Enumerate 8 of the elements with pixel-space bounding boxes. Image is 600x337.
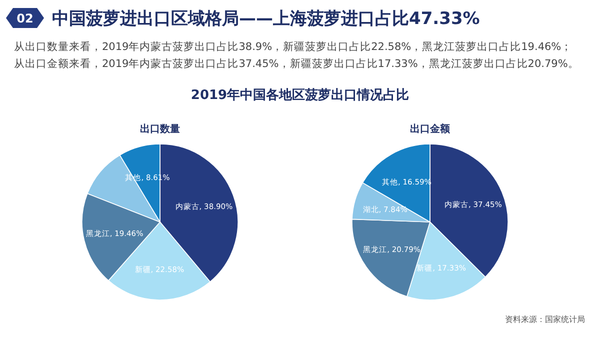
text: 从出口金额来看，2019年内蒙古菠萝出口占比37.45%，新疆菠萝出口占比17.33%，黑龙江菠萝出口占比20.79%。 [14,57,579,70]
text: 从出口数量来看，2019年内蒙古菠萝出口占比38.9%，新疆菠萝出口占比22.58%，黑龙江菠萝出口占比19.46%； [14,40,572,53]
text: 2019年中国各地区菠萝出口情况占比 [190,87,410,103]
text: 中国菠萝进出口区域格局——上海菠萝进口占比47.33% [52,9,480,29]
chart-title: 出口金额 [410,123,451,135]
text: 资料来源：国家统计局 [505,315,585,324]
badge: 02 [6,8,44,28]
chart-title: 出口数量 [140,123,180,135]
